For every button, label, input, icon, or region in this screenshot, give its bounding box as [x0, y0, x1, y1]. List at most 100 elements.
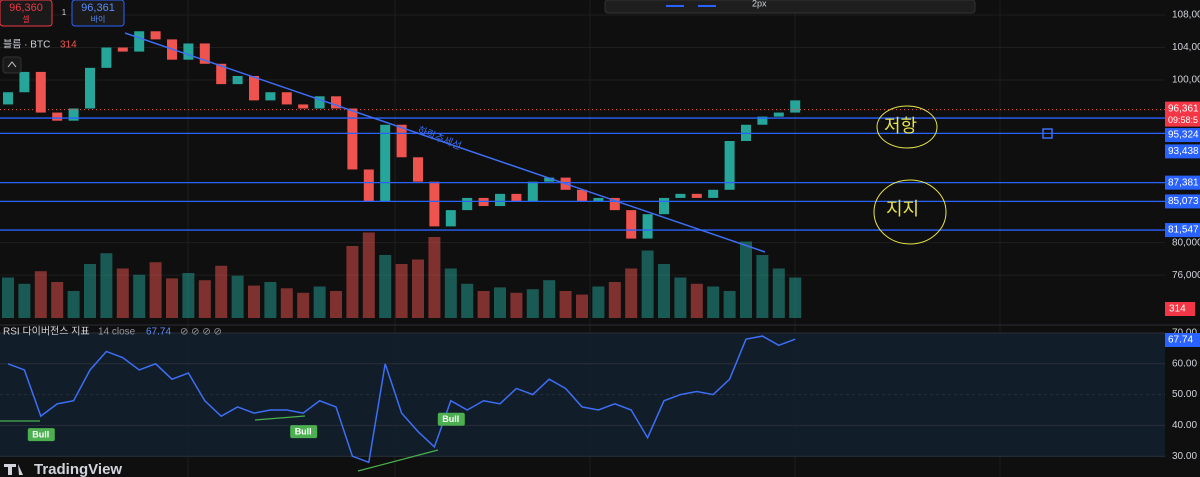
candle	[445, 210, 456, 227]
volume-bar	[182, 273, 195, 318]
candle	[35, 71, 46, 113]
volume-bar	[641, 250, 654, 318]
volume-bar	[494, 287, 506, 318]
level-tag-label: 95,324	[1168, 130, 1199, 141]
buy-label: 바이	[91, 14, 106, 24]
y-tick-label: 30.00	[1172, 451, 1197, 462]
volume-bar	[330, 291, 342, 318]
volume-bar	[608, 282, 621, 318]
rsi-tag-label: 67.74	[1168, 335, 1193, 346]
rsi-title: RSI 다이버전스 지표	[3, 326, 90, 338]
bull-signal	[27, 428, 55, 442]
bull-signal-label: Bull	[442, 414, 459, 424]
candle	[85, 67, 95, 109]
handwriting-resistance: 저항	[884, 116, 917, 137]
volume-bar	[510, 292, 523, 318]
circle-support	[873, 179, 947, 245]
candle	[790, 100, 801, 113]
volume-bar	[690, 283, 703, 318]
volume-bar	[34, 271, 47, 318]
bull-signal	[437, 412, 465, 426]
volume-bar	[576, 294, 588, 318]
candle	[150, 31, 161, 40]
volume-bar	[100, 253, 113, 318]
candle	[183, 43, 194, 60]
countdown: 09:58:5	[1168, 115, 1198, 125]
logo-icon	[4, 464, 23, 475]
y-tick-label: 60.00	[1172, 358, 1197, 369]
bull-signal-label: Bull	[295, 426, 312, 436]
sell-button[interactable]	[0, 0, 53, 27]
candle	[232, 75, 243, 85]
volume-bar	[477, 291, 490, 318]
candle	[249, 75, 259, 101]
candle	[19, 71, 30, 93]
volume-bar	[280, 288, 293, 318]
volume-bar	[674, 277, 687, 318]
symbol-value: 314	[60, 40, 77, 51]
collapse-button[interactable]	[2, 56, 22, 74]
y-tick-label: 100,000	[1172, 75, 1200, 86]
volume-bar	[559, 291, 572, 318]
candle	[544, 177, 555, 182]
rsi-icons[interactable]: ⊘ ⊘ ⊘ ⊘	[180, 327, 222, 338]
level-tag-label: 87,381	[1168, 177, 1199, 188]
candle	[626, 210, 637, 239]
last-price-label: 96,361	[1168, 103, 1199, 114]
volume-bar	[149, 262, 162, 318]
level-tag-label: 93,438	[1168, 146, 1199, 157]
volume-bar	[133, 274, 146, 318]
level-tag	[1165, 223, 1200, 238]
buy-button[interactable]	[71, 0, 125, 27]
volume-bar	[379, 255, 392, 318]
candle	[396, 124, 407, 158]
chevron	[7, 61, 17, 68]
bull-signal-label: Bull	[32, 430, 49, 440]
buy-price: 96,361	[81, 2, 115, 14]
sell-label: 셀	[22, 14, 29, 24]
candle	[642, 214, 653, 239]
candle	[68, 108, 79, 121]
candle	[462, 197, 473, 211]
candle	[52, 112, 63, 121]
candle	[708, 189, 719, 198]
candle	[413, 157, 423, 182]
circle-resistance	[876, 105, 938, 149]
volume-bar	[740, 241, 752, 318]
volume-bar	[395, 264, 408, 318]
volume-bar	[362, 232, 375, 318]
y-tick-label: 40.00	[1172, 420, 1197, 431]
candle	[265, 92, 276, 101]
volume-bar	[772, 268, 785, 318]
volume-bar	[412, 259, 424, 318]
handle[interactable]	[1042, 128, 1053, 139]
volume-bar	[346, 246, 359, 318]
volume-bar	[461, 283, 474, 318]
volume-bar	[707, 286, 720, 318]
volume-bar	[625, 268, 638, 318]
last-price-tag	[1165, 101, 1200, 127]
level-tag	[1165, 128, 1200, 143]
candle	[101, 47, 112, 68]
candle	[511, 193, 522, 202]
level-tag-label: 85,073	[1168, 196, 1199, 207]
divergence-lines	[0, 415, 439, 472]
candle	[609, 197, 620, 211]
volume-bar	[84, 264, 96, 318]
rsi-line	[7, 335, 796, 464]
volume-bar	[215, 265, 228, 318]
candle	[659, 197, 669, 215]
candle	[216, 63, 227, 85]
volume-bar	[264, 282, 277, 318]
rsi-tag	[1165, 333, 1200, 347]
volume-bar	[723, 291, 736, 318]
drawing-toolbar[interactable]	[604, 0, 976, 14]
candle	[429, 181, 440, 227]
candle	[757, 116, 768, 125]
sell-price: 96,360	[9, 2, 43, 14]
y-tick-label: 80,000	[1172, 237, 1200, 248]
level-tag-label: 81,547	[1168, 225, 1199, 236]
bull-signal	[290, 425, 318, 439]
volume-bar	[2, 277, 14, 318]
